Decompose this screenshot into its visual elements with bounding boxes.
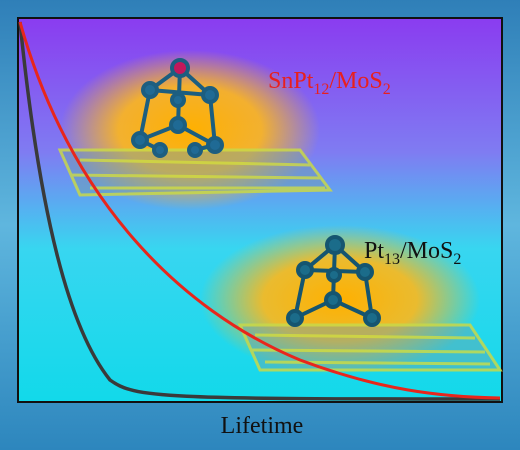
decay-curve [18, 21, 501, 400]
decay-curve [18, 21, 501, 401]
series-label: Pt13/MoS2 [364, 238, 461, 268]
label-part: Pt [364, 238, 384, 264]
cluster [286, 235, 381, 327]
label-part: /MoS [400, 238, 453, 264]
x-axis-label: Lifetime [221, 413, 304, 439]
label-subscript: 13 [384, 251, 400, 268]
series-label: SnPt12/MoS2 [268, 68, 391, 98]
label-part: /MoS [329, 68, 382, 94]
cluster [131, 58, 224, 158]
mos2-slab [237, 323, 503, 372]
label-subscript: 2 [383, 81, 391, 98]
label-part: SnPt [268, 68, 314, 94]
label-subscript: 12 [313, 81, 329, 98]
label-subscript: 2 [453, 251, 461, 268]
